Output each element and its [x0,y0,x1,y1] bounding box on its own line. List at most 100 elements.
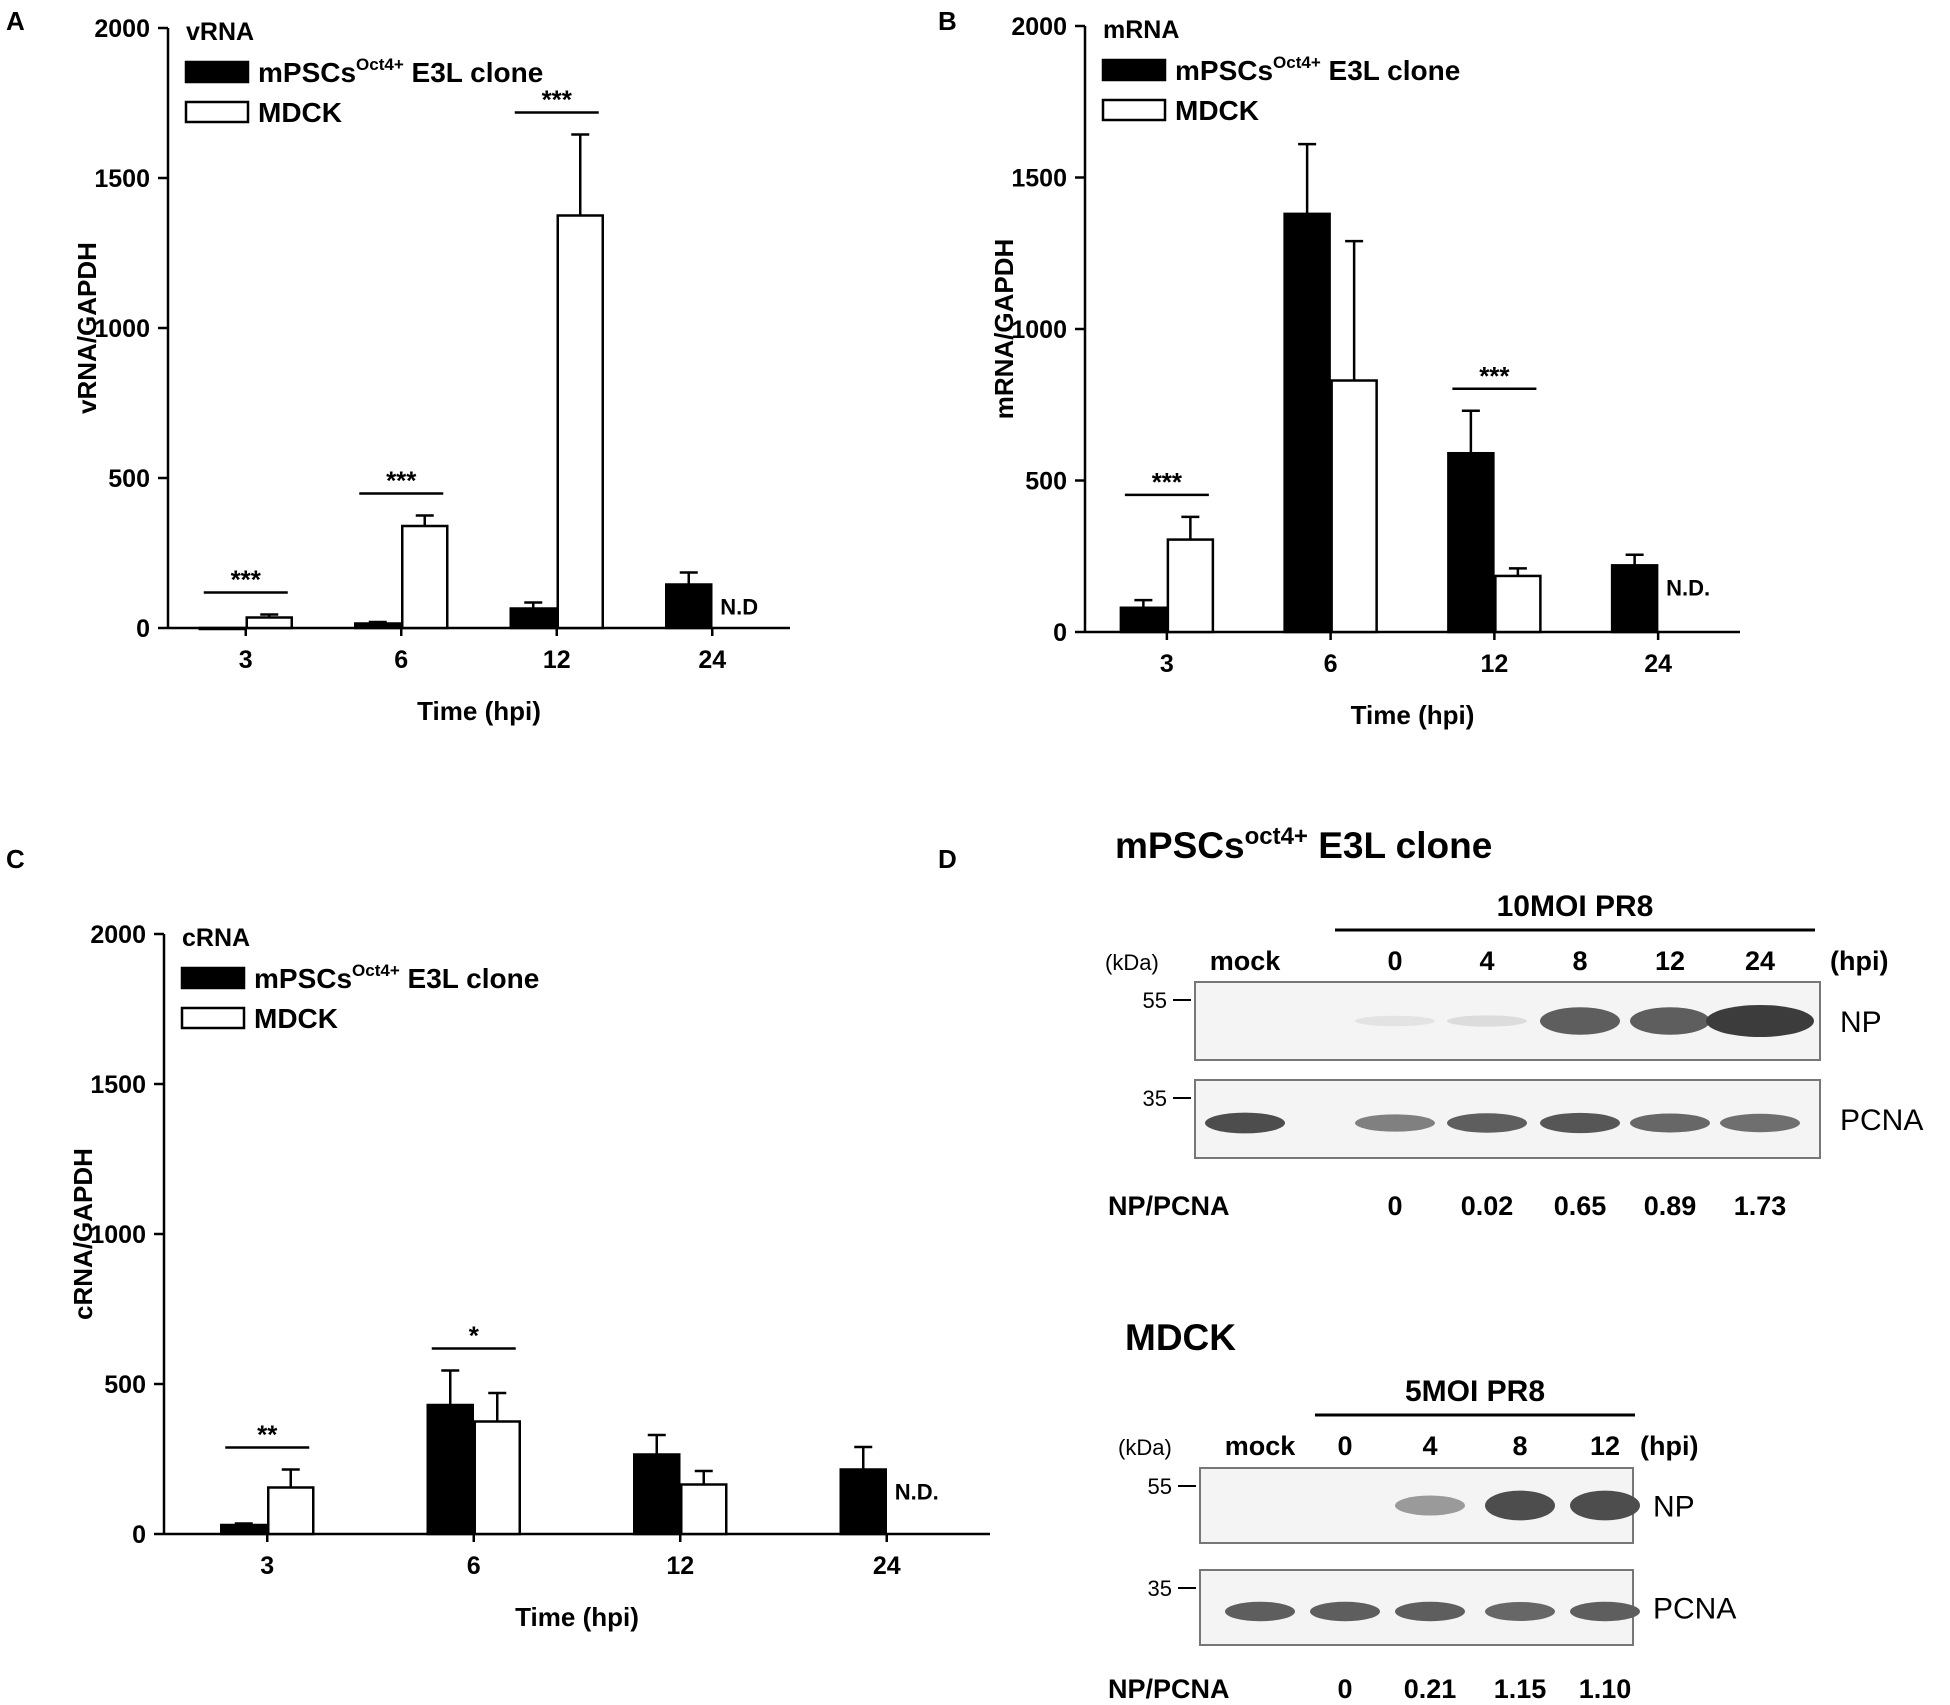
y-axis-title: cRNA/GAPDH [68,1148,98,1320]
kda-label: (kDa) [1118,1435,1172,1460]
bar [354,622,402,630]
y-tick-label: 1000 [94,315,150,343]
legend-swatch [1101,58,1167,82]
x-tick-label: 3 [1160,650,1174,678]
legend-swatch [180,1006,246,1030]
bar [1330,379,1378,634]
legend-entry: mPSCsOct4+ E3L clone [1175,53,1460,86]
band-name: NP [1840,1006,1882,1039]
bar [839,1468,887,1536]
bar [665,583,713,630]
blot-title: mPSCsoct4+ E3L clone [1115,823,1492,866]
lane-label: 12 [1590,1431,1620,1461]
protein-band [1205,1112,1285,1134]
x-tick-label: 6 [467,1552,481,1580]
legend-swatch [184,60,250,84]
x-tick-label: 6 [394,646,408,674]
protein-band [1630,1113,1710,1133]
x-tick-label: 3 [239,646,253,674]
protein-band [1355,1114,1435,1132]
lane-label: 0 [1337,1431,1352,1461]
bar [1119,606,1168,634]
band-name: PCNA [1840,1104,1923,1137]
marker-label: 35 [1143,1086,1167,1111]
protein-band [1706,1005,1814,1037]
lane-label: 8 [1512,1431,1527,1461]
kda-label: (kDa) [1105,950,1159,975]
legend-entry: MDCK [258,97,342,128]
x-tick-label: 24 [1644,650,1672,678]
bar [267,1486,315,1536]
marker-label: 55 [1143,988,1167,1013]
x-tick-label: 12 [1480,650,1508,678]
treatment-label: 5MOI PR8 [1405,1375,1545,1408]
y-tick-label: 500 [108,465,150,493]
protein-band [1447,1113,1527,1133]
ratio-value: 1.73 [1734,1191,1787,1221]
panel-letter-a: A [6,6,25,36]
protein-band [1355,1015,1435,1027]
y-tick-label: 1000 [1011,316,1067,344]
x-tick-label: 3 [260,1552,274,1580]
significance-label: *** [542,85,573,115]
bar [401,524,449,630]
western-blot-mdck: MDCK 5MOI PR8 (kDa) mock 0 4 8 12 (hpi) 55 NP 35 PCN… [1108,1317,1736,1704]
y-axis-title: vRNA/GAPDH [72,242,102,414]
ratio-value: 0.21 [1404,1674,1457,1704]
protein-band [1485,1602,1555,1621]
bar [473,1420,521,1536]
ratio-label: NP/PCNA [1108,1674,1230,1704]
treatment-label: 10MOI PR8 [1497,890,1654,923]
significance-label: * [469,1321,480,1351]
hpi-label: (hpi) [1830,946,1888,976]
protein-band [1570,1601,1640,1622]
lane-label: mock [1210,946,1282,976]
bar [1166,538,1215,634]
bar [1447,451,1495,634]
band-name: NP [1653,1491,1695,1524]
not-detected-label: N.D. [1666,575,1710,600]
legend-entry: MDCK [1175,95,1259,126]
x-tick-label: 24 [698,646,726,674]
y-tick-label: 1500 [90,1071,146,1099]
legend-entry: mPSCsOct4+ E3L clone [258,55,543,88]
y-tick-label: 1500 [1011,165,1067,193]
protein-band [1395,1495,1465,1516]
bar [509,607,557,630]
lane-label: 24 [1745,946,1775,976]
protein-band [1447,1015,1527,1027]
bar [1283,212,1331,634]
significance-label: *** [1479,361,1510,391]
protein-band [1310,1601,1380,1622]
marker-label: 55 [1148,1474,1172,1499]
ratio-value: 1.15 [1494,1674,1547,1704]
ratio-value: 0.65 [1554,1191,1607,1221]
significance-label: *** [231,565,262,595]
lane-label: 0 [1387,946,1402,976]
lane-label: 8 [1572,946,1587,976]
lane-label: mock [1225,1431,1297,1461]
chart-crna: 0 500 1000 1500 2000 3 6 12 24 Time (hpi) cRNA/GAP… [68,921,990,1632]
x-axis-title: Time (hpi) [417,696,541,726]
significance-label: *** [1152,467,1183,497]
ratio-value: 0.89 [1644,1191,1697,1221]
protein-band [1720,1113,1800,1133]
ratio-value: 1.10 [1579,1674,1632,1704]
x-tick-label: 12 [666,1552,694,1580]
protein-band [1225,1601,1295,1622]
y-axis-title: mRNA/GAPDH [989,239,1019,420]
y-tick-label: 0 [1053,619,1067,647]
lane-label: 4 [1422,1431,1437,1461]
bar [426,1403,474,1536]
y-tick-label: 2000 [90,921,146,949]
y-tick-label: 2000 [1011,13,1067,41]
x-tick-label: 6 [1324,650,1338,678]
legend-entry: MDCK [254,1003,338,1034]
legend-swatch [180,966,246,990]
bar [198,626,246,631]
band-name: PCNA [1653,1593,1736,1626]
protein-band [1630,1007,1710,1035]
bar [556,214,604,630]
